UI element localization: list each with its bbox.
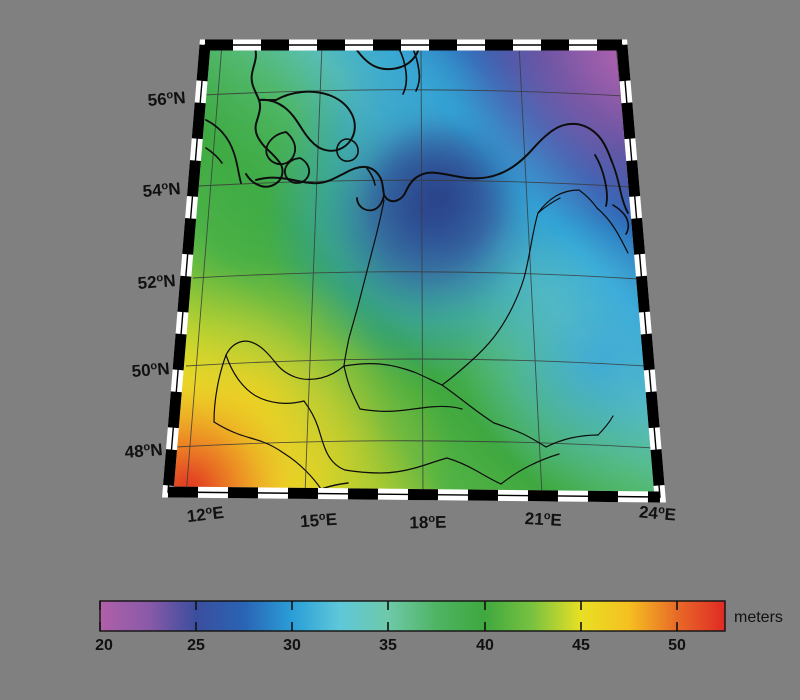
coast-riga-bay xyxy=(612,204,630,235)
colorbar-label-40: 40 xyxy=(476,637,494,654)
parallel-54N xyxy=(198,179,632,188)
coast-sweden-inlet-2 xyxy=(411,46,421,92)
lon-label-21E: 21oE xyxy=(524,509,562,530)
coast-latvia-gulf xyxy=(611,161,629,214)
border-austria-italy xyxy=(213,421,286,455)
colorbar-label-50: 50 xyxy=(668,637,686,654)
parallel-50N xyxy=(185,358,646,367)
lat-label-50N: 50oN xyxy=(131,359,170,381)
border-czech-slovakia xyxy=(343,365,361,410)
parallel-48N xyxy=(175,440,654,449)
colorbar-label-45: 45 xyxy=(572,637,590,654)
border-hungary-south xyxy=(344,457,448,474)
coast-sweden-inlet xyxy=(398,48,408,95)
coast-bornholm xyxy=(336,138,359,162)
colorbar-svg[interactable]: 20 25 30 35 40 45 50 meters xyxy=(0,560,800,700)
coast-danish-islands xyxy=(258,90,356,152)
lat-label-52N: 52oN xyxy=(137,271,176,293)
border-belarus-lithuania-w xyxy=(537,197,561,214)
latitude-tick-labels: 56oN 54oN 52oN 50oN 48oN xyxy=(124,88,186,462)
border-moldova-east xyxy=(545,434,599,448)
meridian-21E xyxy=(518,45,543,496)
coast-jutland-west xyxy=(245,47,284,188)
border-germany-czech xyxy=(225,340,345,380)
lat-label-54N: 54oN xyxy=(142,179,181,201)
border-poland-slovakia xyxy=(343,363,443,386)
parallel-56N xyxy=(203,89,625,97)
border-austria-slovenia xyxy=(284,453,322,490)
meridian-15E xyxy=(304,45,323,495)
colorbar-label-35: 35 xyxy=(379,637,397,654)
lon-label-24E: 24oE xyxy=(638,502,677,524)
border-ukraine-west xyxy=(441,384,495,424)
geoid-field xyxy=(168,45,660,497)
border-romania-ukraine xyxy=(500,453,560,485)
lat-label-48N: 48oN xyxy=(124,440,163,462)
parallel-52N xyxy=(192,271,639,280)
border-czech-austria xyxy=(225,354,305,404)
map-panel: 56oN 54oN 52oN 50oN 48oN 12oE 15oE 18oE … xyxy=(124,39,677,532)
colorbar-panel: 20 25 30 35 40 45 50 meters xyxy=(0,560,800,700)
border-poland-east xyxy=(441,212,539,386)
colorbar-gradient[interactable] xyxy=(99,600,726,632)
map-svg: 56oN 54oN 52oN 50oN 48oN 12oE 15oE 18oE … xyxy=(124,39,677,532)
longitude-tick-labels: 12oE 15oE 18oE 21oE 24oE xyxy=(186,502,677,532)
coast-lolland xyxy=(283,157,311,184)
field-southwest-high xyxy=(168,45,660,497)
colorbar-label-20: 20 xyxy=(95,637,113,654)
lon-label-15E: 15oE xyxy=(299,510,337,532)
coast-baltic-south xyxy=(255,122,613,203)
border-germany-austria-west xyxy=(213,354,227,423)
border-austria-hungary xyxy=(303,400,346,471)
border-germany-poland xyxy=(343,199,385,367)
border-poland-lithuania xyxy=(537,189,580,214)
graticule xyxy=(175,45,660,497)
coast-gulf-riga-inner xyxy=(594,154,608,207)
lon-label-12E: 12oE xyxy=(186,503,225,526)
colorbar-label-30: 30 xyxy=(283,637,301,654)
border-ukraine-black-sea xyxy=(597,415,614,436)
meridian-12E xyxy=(185,45,223,497)
border-ukraine-moldova xyxy=(493,422,547,448)
meridian-18E xyxy=(420,45,424,495)
colorbar-tick-labels: 20 25 30 35 40 45 50 xyxy=(95,637,686,654)
coastlines-and-borders xyxy=(205,45,630,490)
colorbar-unit-label: meters xyxy=(734,609,783,626)
coast-elbe-estuary xyxy=(205,147,223,164)
coast-north-sea-east xyxy=(205,119,242,184)
coast-zealand xyxy=(265,131,297,166)
lon-label-18E: 18oE xyxy=(409,513,446,533)
border-belarus-latvia xyxy=(596,207,629,254)
lat-label-56N: 56oN xyxy=(147,88,186,110)
border-lithuania-belarus xyxy=(578,189,598,209)
colorbar-label-25: 25 xyxy=(187,637,205,654)
map-frame xyxy=(162,39,666,503)
coast-ruegen xyxy=(365,166,376,186)
frame-outline xyxy=(167,44,661,498)
coast-szczecin-lagoon xyxy=(356,194,385,212)
colorbar-ticks xyxy=(99,601,678,631)
border-slovakia-hungary xyxy=(359,405,463,412)
border-hungary-romania xyxy=(446,457,502,485)
